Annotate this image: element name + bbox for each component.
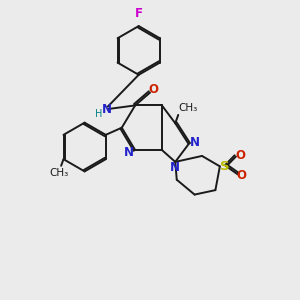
Text: CH₃: CH₃ (50, 168, 69, 178)
Text: O: O (236, 169, 247, 182)
Text: CH₃: CH₃ (179, 103, 198, 113)
Text: N: N (170, 161, 180, 174)
Text: F: F (135, 7, 143, 20)
Text: O: O (149, 82, 159, 96)
Text: N: N (124, 146, 134, 159)
Text: N: N (102, 103, 112, 116)
Text: N: N (190, 136, 200, 149)
Text: H: H (95, 109, 103, 119)
Text: S: S (220, 160, 230, 173)
Text: O: O (236, 148, 246, 162)
